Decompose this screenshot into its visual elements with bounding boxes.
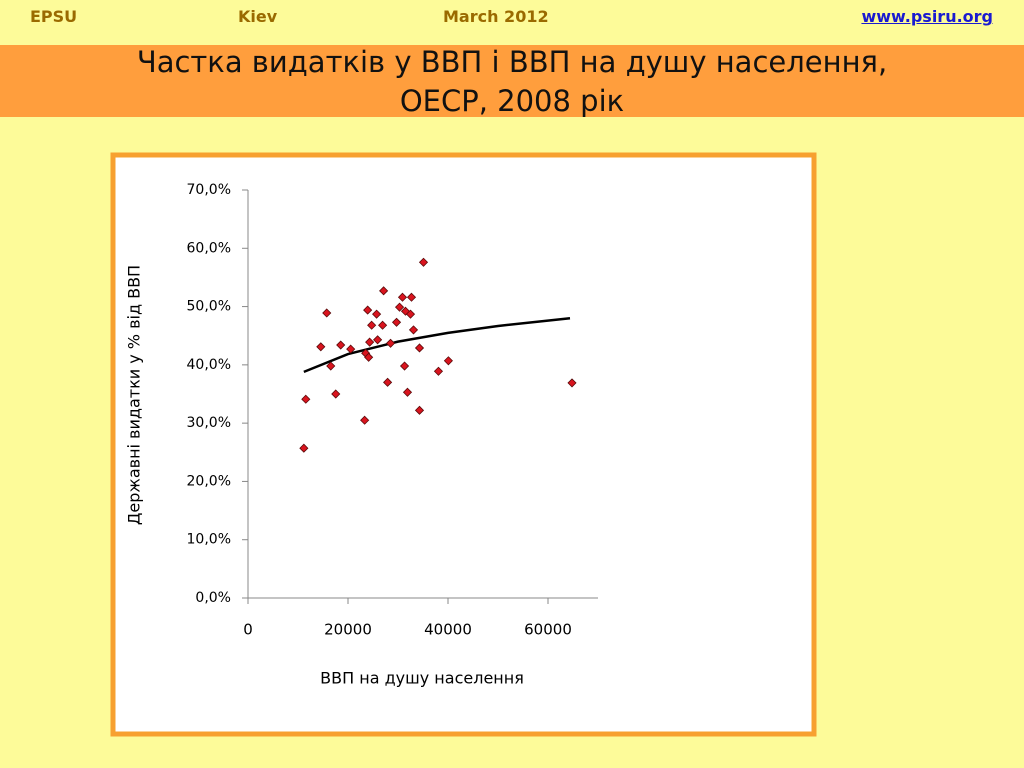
data-point <box>385 338 396 348</box>
data-point <box>383 377 393 387</box>
data-point <box>372 309 382 319</box>
data-point <box>331 389 341 399</box>
data-point <box>433 366 444 376</box>
data-point <box>414 405 425 415</box>
x-axis-label: ВВП на душу населення <box>320 669 524 688</box>
header-city: Kiev <box>238 7 278 26</box>
data-point <box>379 286 389 296</box>
data-point <box>443 356 453 366</box>
y-tick-label: 40,0% <box>187 357 231 373</box>
x-tick-label: 40000 <box>424 621 472 639</box>
header-org: EPSU <box>30 7 78 26</box>
data-point <box>326 361 336 371</box>
data-point <box>301 394 311 404</box>
x-tick-label: 0 <box>243 621 253 639</box>
data-point <box>408 325 419 335</box>
data-point <box>363 305 373 315</box>
data-point <box>364 352 374 362</box>
y-tick-label: 50,0% <box>187 299 231 315</box>
data-point <box>402 387 413 397</box>
data-point <box>418 257 429 267</box>
data-point <box>397 292 408 302</box>
y-tick-label: 10,0% <box>187 532 231 548</box>
data-point <box>373 335 383 345</box>
data-point <box>378 320 388 330</box>
y-tick-label: 20,0% <box>187 473 231 489</box>
data-point <box>567 378 577 388</box>
header-date: March 2012 <box>443 7 549 26</box>
data-point <box>406 292 417 302</box>
data-point <box>391 317 402 327</box>
data-point <box>346 344 356 354</box>
slide-title: Частка видатків у ВВП і ВВП на душу насе… <box>136 45 888 79</box>
y-tick-label: 60,0% <box>187 240 231 256</box>
slide-subtitle: ОЕСР, 2008 рік <box>399 84 625 118</box>
data-point <box>367 320 377 330</box>
data-point <box>414 343 425 353</box>
data-point <box>336 340 346 350</box>
y-axis-label: Державні видатки у % від ВВП <box>125 265 144 525</box>
x-tick-label: 20000 <box>324 621 372 639</box>
data-point <box>365 337 375 347</box>
trendline <box>303 316 571 374</box>
data-point <box>316 342 326 352</box>
title-band <box>0 45 1024 117</box>
data-point <box>322 308 332 318</box>
x-tick-label: 60000 <box>524 621 572 639</box>
header-link[interactable]: www.psiru.org <box>861 7 993 26</box>
data-point <box>394 302 405 312</box>
y-tick-label: 70,0% <box>187 182 231 198</box>
y-tick-label: 0,0% <box>195 590 231 606</box>
data-point <box>405 309 416 319</box>
y-tick-label: 30,0% <box>187 415 231 431</box>
chart-frame <box>110 152 817 737</box>
data-point <box>299 443 309 453</box>
data-point <box>399 361 410 371</box>
data-point <box>360 415 370 425</box>
